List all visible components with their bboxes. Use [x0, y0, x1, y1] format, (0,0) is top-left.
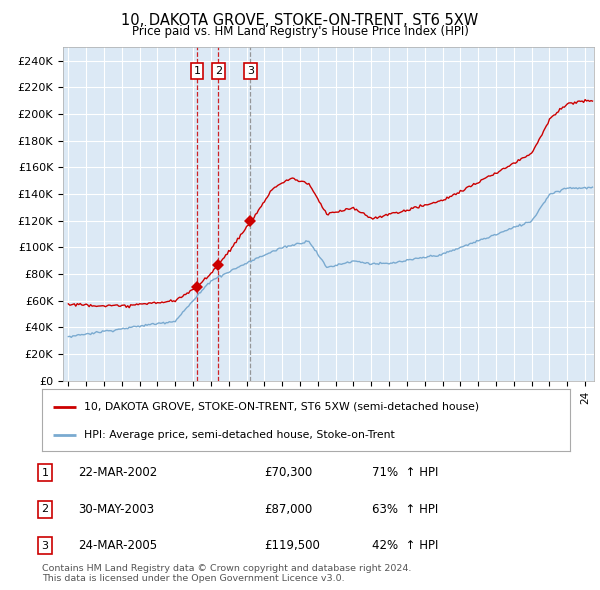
Text: Price paid vs. HM Land Registry's House Price Index (HPI): Price paid vs. HM Land Registry's House … — [131, 25, 469, 38]
Text: 2: 2 — [41, 504, 49, 514]
Text: 63%  ↑ HPI: 63% ↑ HPI — [372, 503, 438, 516]
Text: 22-MAR-2002: 22-MAR-2002 — [78, 466, 157, 479]
Text: 3: 3 — [41, 541, 49, 550]
Text: 42%  ↑ HPI: 42% ↑ HPI — [372, 539, 439, 552]
Text: HPI: Average price, semi-detached house, Stoke-on-Trent: HPI: Average price, semi-detached house,… — [84, 430, 395, 440]
Text: 10, DAKOTA GROVE, STOKE-ON-TRENT, ST6 5XW: 10, DAKOTA GROVE, STOKE-ON-TRENT, ST6 5X… — [121, 13, 479, 28]
Text: £119,500: £119,500 — [264, 539, 320, 552]
Text: £87,000: £87,000 — [264, 503, 312, 516]
Text: 10, DAKOTA GROVE, STOKE-ON-TRENT, ST6 5XW (semi-detached house): 10, DAKOTA GROVE, STOKE-ON-TRENT, ST6 5X… — [84, 402, 479, 412]
Text: £70,300: £70,300 — [264, 466, 312, 479]
Text: 1: 1 — [193, 66, 200, 76]
Text: 71%  ↑ HPI: 71% ↑ HPI — [372, 466, 439, 479]
Text: 1: 1 — [41, 468, 49, 477]
Text: 30-MAY-2003: 30-MAY-2003 — [78, 503, 154, 516]
Text: 3: 3 — [247, 66, 254, 76]
Text: 2: 2 — [215, 66, 222, 76]
Text: 24-MAR-2005: 24-MAR-2005 — [78, 539, 157, 552]
Text: Contains HM Land Registry data © Crown copyright and database right 2024.
This d: Contains HM Land Registry data © Crown c… — [42, 563, 412, 583]
